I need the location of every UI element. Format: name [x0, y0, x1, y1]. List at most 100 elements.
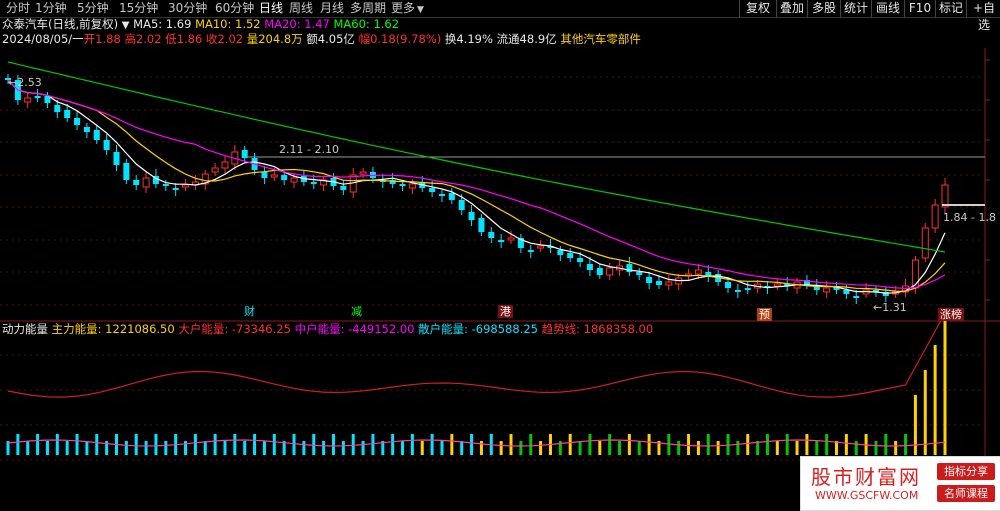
energy-bar [144, 441, 148, 455]
candle-up [24, 97, 32, 103]
candle-up [911, 259, 919, 289]
candle-down [64, 110, 71, 118]
energy-bar [193, 434, 197, 455]
energy-bar [243, 441, 247, 455]
chevron-down-icon: ▼ [417, 5, 424, 15]
energy-bar [716, 441, 720, 455]
overlay-button[interactable]: 叠加 [776, 0, 807, 17]
candle-down [54, 105, 61, 112]
energy-bar [85, 441, 89, 455]
period-tab-15min[interactable]: 15分钟 [119, 1, 159, 15]
add-watchlist-button[interactable]: +自选 [966, 0, 1000, 32]
draw-line-button[interactable]: 画线 [871, 0, 904, 17]
mark-button[interactable]: 标记 [935, 0, 966, 17]
energy-bar [933, 345, 937, 455]
energy-bar [519, 441, 523, 455]
statistics-button[interactable]: 统计 [840, 0, 871, 17]
period-tab-60min[interactable]: 60分钟 [215, 1, 255, 15]
candle-down [596, 268, 603, 275]
low-label: ←1.31 [873, 301, 907, 314]
energy-bar [568, 434, 572, 455]
candle-up [823, 287, 831, 293]
candle-down [853, 296, 860, 298]
candle-down [586, 264, 593, 270]
range-label: 2.11 - 2.10 [279, 143, 339, 156]
event-marker-limit-up[interactable]: 涨榜 [938, 308, 964, 321]
candle-down [626, 264, 633, 272]
candle-down [725, 282, 732, 288]
candle-down [784, 284, 791, 286]
energy-bar [55, 434, 59, 455]
period-tab-weekly[interactable]: 周线 [289, 1, 314, 15]
event-marker-reduce[interactable]: 减 [351, 305, 362, 318]
energy-bar [322, 441, 326, 455]
candle-up [142, 177, 150, 188]
energy-bar [618, 441, 622, 455]
energy-bar [470, 434, 474, 455]
energy-bar [598, 441, 602, 455]
candle-down [527, 250, 534, 252]
candle-up [931, 204, 939, 229]
candle-down [389, 180, 396, 184]
energy-bar [233, 434, 237, 455]
f10-button[interactable]: F10 [904, 0, 935, 17]
quote-sector[interactable]: 其他汽车零部件 [560, 32, 641, 46]
candle-up [290, 177, 298, 183]
quote-close: 收2.02 [205, 32, 244, 46]
candle-down [557, 250, 564, 255]
ma60-value: MA60: 1.62 [333, 17, 400, 31]
candle-up [359, 171, 367, 175]
restore-rights-button[interactable]: 复权 [739, 0, 776, 17]
candle-down [547, 246, 554, 248]
collapse-icon[interactable]: ▼ [121, 20, 130, 31]
right-range-label: 1.84 - 1.8 [943, 211, 996, 224]
energy-bar [746, 434, 750, 455]
period-tab-monthly[interactable]: 月线 [320, 1, 345, 15]
energy-bar [154, 434, 158, 455]
candle-down [833, 286, 840, 290]
period-tab-30min[interactable]: 30分钟 [168, 1, 208, 15]
energy-bar [706, 434, 710, 455]
energy-bar [282, 441, 286, 455]
energy-bar [687, 434, 691, 455]
stock-name[interactable]: 众泰汽车(日线,前复权) [2, 17, 119, 31]
energy-bar [647, 434, 651, 455]
energy-bar [410, 434, 414, 455]
candle-down [241, 150, 248, 158]
energy-bar [627, 434, 631, 455]
quote-date: 2024/08/05/一 [2, 32, 84, 46]
energy-bar [223, 441, 227, 455]
candle-down [458, 200, 465, 210]
quote-amount: 额4.05亿 [306, 32, 355, 46]
energy-bar [805, 434, 809, 455]
candle-down [705, 272, 712, 276]
candle-down [74, 118, 81, 125]
energy-bar [578, 441, 582, 455]
candle-up [221, 161, 229, 169]
multi-stock-button[interactable]: 多股 [807, 0, 840, 17]
period-tab-more[interactable]: 更多 ▼ [391, 0, 424, 17]
candle-down [813, 285, 820, 290]
period-tab-5min[interactable]: 5分钟 [77, 1, 109, 15]
energy-bar [391, 434, 395, 455]
energy-bar [95, 434, 99, 455]
energy-bar [312, 434, 316, 455]
quote-low: 低1.86 [165, 32, 203, 46]
candle-down [468, 212, 475, 220]
energy-bar [351, 434, 355, 455]
energy-bar [539, 441, 543, 455]
watermark-url: WWW.GSCFW.COM [815, 489, 919, 502]
event-marker-finance[interactable]: 财 [244, 305, 255, 318]
period-tab-daily[interactable]: 日线 [259, 1, 284, 15]
retail-energy: 散户能量: -698588.25 [418, 322, 538, 336]
period-tab-1min[interactable]: 1分钟 [35, 1, 67, 15]
event-marker-forecast[interactable]: 预 [757, 308, 772, 321]
ma20-value: MA20: 1.47 [264, 17, 330, 31]
event-marker-hk[interactable]: 港 [498, 305, 513, 318]
period-tab-multi[interactable]: 多周期 [350, 1, 387, 15]
candle-down [133, 180, 140, 185]
period-tab-fenshi[interactable]: 分时 [6, 1, 31, 15]
indicator-name[interactable]: 动力能量 [2, 322, 48, 336]
ma5-value: MA5: 1.69 [133, 17, 192, 31]
